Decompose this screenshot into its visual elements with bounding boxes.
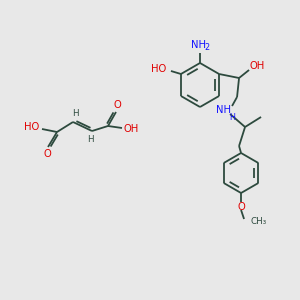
Text: NH: NH [190, 40, 206, 50]
Text: OH: OH [123, 124, 139, 134]
Text: O: O [113, 100, 121, 110]
Text: HO: HO [24, 122, 40, 132]
Text: O: O [43, 149, 51, 159]
Text: HO: HO [151, 64, 166, 74]
Text: H: H [87, 136, 93, 145]
Text: H: H [229, 112, 235, 122]
Text: CH₃: CH₃ [250, 218, 266, 226]
Text: 2: 2 [204, 44, 210, 52]
Text: OH: OH [249, 61, 265, 71]
Text: NH: NH [216, 105, 231, 115]
Text: H: H [72, 109, 78, 118]
Text: O: O [237, 202, 245, 212]
